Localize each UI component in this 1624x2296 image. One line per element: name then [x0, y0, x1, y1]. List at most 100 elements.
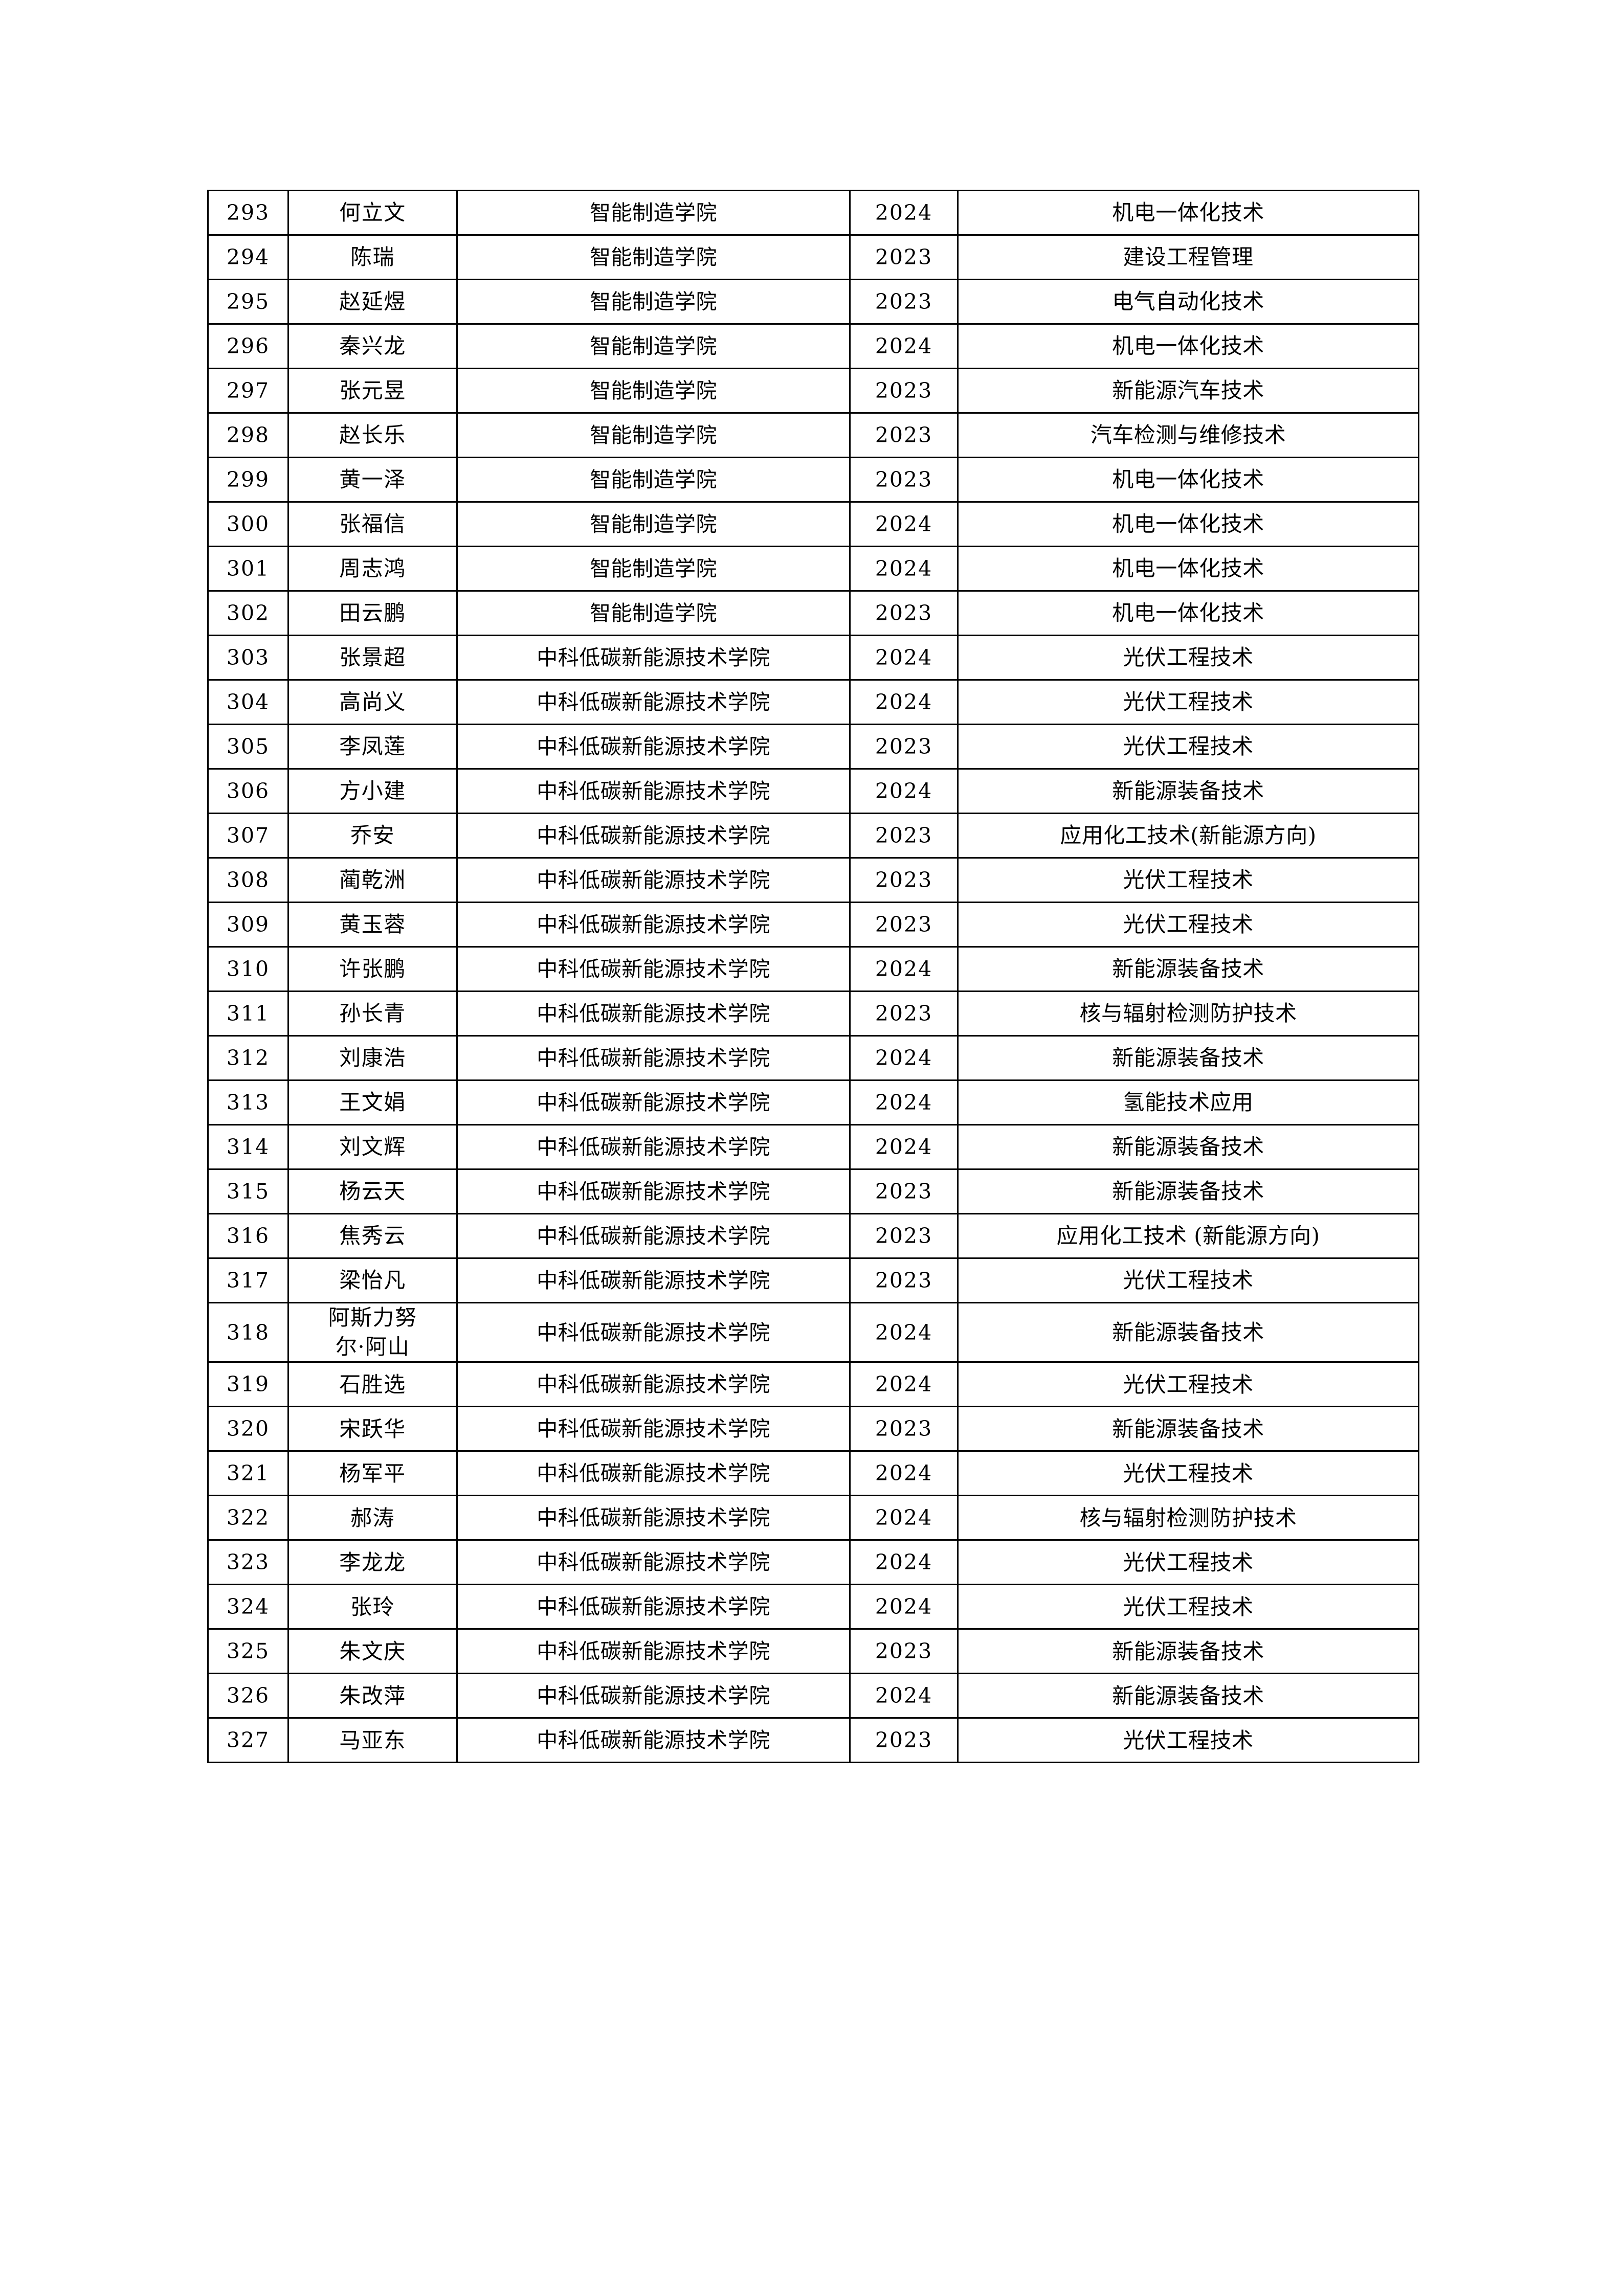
major-name-cell: 光伏工程技术: [957, 635, 1419, 681]
table-row: 294 陈瑞 智能制造学院 2023 建设工程管理: [207, 234, 1419, 280]
enrollment-year-cell: 2023: [849, 1628, 959, 1675]
student-name-cell: 何立文: [287, 190, 458, 236]
table-row: 298 赵长乐 智能制造学院 2023 汽车检测与维修技术: [207, 412, 1419, 458]
major-name-cell: 光伏工程技术: [957, 724, 1419, 770]
enrollment-year-cell: 2024: [849, 546, 959, 592]
table-row: 293 何立文 智能制造学院 2024 机电一体化技术: [207, 190, 1419, 236]
enrollment-year-cell: 2023: [849, 1168, 959, 1214]
enrollment-year-cell: 2024: [849, 1361, 959, 1408]
enrollment-year-cell: 2024: [849, 768, 959, 814]
enrollment-year-cell: 2024: [849, 501, 959, 547]
major-name-cell: 光伏工程技术: [957, 1584, 1419, 1630]
enrollment-year-cell: 2024: [849, 1035, 959, 1081]
college-name-cell: 智能制造学院: [456, 412, 851, 458]
student-name-cell: 朱文庆: [287, 1628, 458, 1675]
sequence-number-cell: 308: [207, 857, 289, 903]
table-row: 326 朱改萍 中科低碳新能源技术学院 2024 新能源装备技术: [207, 1673, 1419, 1719]
student-name-line: 王文娟: [339, 1090, 406, 1115]
college-name-cell: 中科低碳新能源技术学院: [456, 902, 851, 948]
student-name-line: 黄玉蓉: [339, 912, 406, 937]
sequence-number-cell: 318: [207, 1301, 289, 1363]
enrollment-year-cell: 2023: [849, 234, 959, 280]
college-name-cell: 中科低碳新能源技术学院: [456, 857, 851, 903]
sequence-number-cell: 296: [207, 323, 289, 369]
major-name-cell: 光伏工程技术: [957, 679, 1419, 725]
enrollment-year-cell: 2024: [849, 1495, 959, 1541]
sequence-number-cell: 302: [207, 590, 289, 636]
table-row: 309 黄玉蓉 中科低碳新能源技术学院 2023 光伏工程技术: [207, 902, 1419, 948]
student-name-line: 许张鹏: [339, 956, 406, 982]
college-name-cell: 中科低碳新能源技术学院: [456, 1301, 851, 1363]
major-name-cell: 建设工程管理: [957, 234, 1419, 280]
major-name-cell: 机电一体化技术: [957, 590, 1419, 636]
student-name-line: 何立文: [339, 200, 406, 226]
major-name-cell: 核与辐射检测防护技术: [957, 991, 1419, 1037]
major-name-cell: 光伏工程技术: [957, 1539, 1419, 1586]
major-name-cell: 新能源装备技术: [957, 1628, 1419, 1675]
student-name-line: 杨军平: [339, 1460, 406, 1486]
student-name-cell: 朱改萍: [287, 1673, 458, 1719]
enrollment-year-cell: 2024: [849, 679, 959, 725]
student-name-line: 阿斯力努: [328, 1305, 417, 1330]
college-name-cell: 智能制造学院: [456, 590, 851, 636]
enrollment-year-cell: 2023: [849, 590, 959, 636]
table-row: 296 秦兴龙 智能制造学院 2024 机电一体化技术: [207, 323, 1419, 369]
student-name-cell: 陈瑞: [287, 234, 458, 280]
student-name-cell: 黄玉蓉: [287, 902, 458, 948]
table-row: 325 朱文庆 中科低碳新能源技术学院 2023 新能源装备技术: [207, 1628, 1419, 1675]
college-name-cell: 中科低碳新能源技术学院: [456, 1124, 851, 1170]
college-name-cell: 中科低碳新能源技术学院: [456, 946, 851, 992]
enrollment-year-cell: 2023: [849, 1717, 959, 1764]
table-row: 303 张景超 中科低碳新能源技术学院 2024 光伏工程技术: [207, 635, 1419, 681]
student-name-cell: 张元昱: [287, 368, 458, 414]
roster-table: 293 何立文 智能制造学院 2024 机电一体化技术 294 陈瑞 智能制造学院 2023 建设…: [207, 190, 1419, 1764]
student-name-cell: 高尚义: [287, 679, 458, 725]
enrollment-year-cell: 2023: [849, 902, 959, 948]
sequence-number-cell: 322: [207, 1495, 289, 1541]
student-name-line: 郝涛: [350, 1505, 395, 1530]
major-name-cell: 氢能技术应用: [957, 1079, 1419, 1126]
major-name-cell: 核与辐射检测防护技术: [957, 1495, 1419, 1541]
college-name-cell: 中科低碳新能源技术学院: [456, 1213, 851, 1259]
student-name-cell: 杨云天: [287, 1168, 458, 1214]
table-row: 311 孙长青 中科低碳新能源技术学院 2023 核与辐射检测防护技术: [207, 991, 1419, 1037]
table-row: 300 张福信 智能制造学院 2024 机电一体化技术: [207, 501, 1419, 547]
table-row: 308 蔺乾洲 中科低碳新能源技术学院 2023 光伏工程技术: [207, 857, 1419, 903]
table-row: 301 周志鸿 智能制造学院 2024 机电一体化技术: [207, 546, 1419, 592]
student-name-line: 刘文辉: [339, 1134, 406, 1160]
student-name-line: 张福信: [339, 511, 406, 537]
table-row: 315 杨云天 中科低碳新能源技术学院 2023 新能源装备技术: [207, 1168, 1419, 1214]
student-name-cell: 刘康浩: [287, 1035, 458, 1081]
major-name-cell: 新能源汽车技术: [957, 368, 1419, 414]
sequence-number-cell: 315: [207, 1168, 289, 1214]
sequence-number-cell: 325: [207, 1628, 289, 1675]
table-row: 304 高尚义 中科低碳新能源技术学院 2024 光伏工程技术: [207, 679, 1419, 725]
college-name-cell: 中科低碳新能源技术学院: [456, 1257, 851, 1303]
student-name-cell: 张福信: [287, 501, 458, 547]
major-name-cell: 新能源装备技术: [957, 1301, 1419, 1363]
major-name-cell: 机电一体化技术: [957, 323, 1419, 369]
sequence-number-cell: 307: [207, 813, 289, 859]
sequence-number-cell: 311: [207, 991, 289, 1037]
enrollment-year-cell: 2023: [849, 1257, 959, 1303]
sequence-number-cell: 314: [207, 1124, 289, 1170]
table-row: 317 梁怡凡 中科低碳新能源技术学院 2023 光伏工程技术: [207, 1257, 1419, 1303]
college-name-cell: 智能制造学院: [456, 368, 851, 414]
student-name-line: 尔·阿山: [335, 1334, 410, 1359]
major-name-cell: 光伏工程技术: [957, 857, 1419, 903]
roster-table-body: 293 何立文 智能制造学院 2024 机电一体化技术 294 陈瑞 智能制造学院 2023 建设…: [207, 190, 1419, 1764]
student-name-line: 田云鹏: [339, 600, 406, 626]
student-name-line: 方小建: [339, 778, 406, 804]
major-name-cell: 新能源装备技术: [957, 946, 1419, 992]
student-name-cell: 李龙龙: [287, 1539, 458, 1586]
student-name-cell: 焦秀云: [287, 1213, 458, 1259]
student-name-cell: 梁怡凡: [287, 1257, 458, 1303]
sequence-number-cell: 324: [207, 1584, 289, 1630]
student-name-line: 宋跃华: [339, 1416, 406, 1442]
college-name-cell: 智能制造学院: [456, 234, 851, 280]
student-name-cell: 刘文辉: [287, 1124, 458, 1170]
enrollment-year-cell: 2024: [849, 1124, 959, 1170]
enrollment-year-cell: 2023: [849, 412, 959, 458]
enrollment-year-cell: 2024: [849, 1673, 959, 1719]
